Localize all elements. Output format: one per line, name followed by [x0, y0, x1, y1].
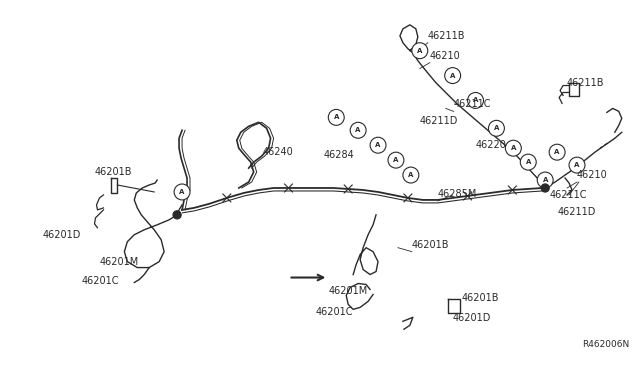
Text: 46210: 46210 [577, 170, 608, 180]
Circle shape [370, 137, 386, 153]
Circle shape [468, 93, 483, 108]
Circle shape [549, 144, 565, 160]
Circle shape [173, 211, 181, 219]
Circle shape [403, 167, 419, 183]
Text: A: A [408, 172, 413, 178]
Text: 46201D: 46201D [43, 230, 81, 240]
Text: A: A [393, 157, 399, 163]
Text: 46285M: 46285M [438, 189, 477, 199]
Text: 46211C: 46211C [454, 99, 491, 109]
Circle shape [412, 43, 428, 59]
Circle shape [174, 184, 190, 200]
Circle shape [569, 157, 585, 173]
Text: 46220: 46220 [476, 140, 506, 150]
Text: 46211D: 46211D [420, 116, 458, 126]
Text: 46201M: 46201M [328, 286, 367, 296]
Circle shape [506, 140, 522, 156]
Circle shape [520, 154, 536, 170]
Text: 46201B: 46201B [412, 240, 449, 250]
Text: 46201B: 46201B [461, 294, 499, 304]
Text: 46201C: 46201C [316, 307, 353, 317]
Text: 46201M: 46201M [99, 257, 139, 267]
Circle shape [541, 184, 549, 192]
Text: 46240: 46240 [262, 147, 293, 157]
Text: 46211B: 46211B [567, 77, 605, 87]
Text: A: A [574, 162, 580, 168]
Text: 46201B: 46201B [95, 167, 132, 177]
Text: A: A [511, 145, 516, 151]
Circle shape [488, 120, 504, 136]
Text: A: A [473, 97, 478, 103]
Text: A: A [554, 149, 560, 155]
Text: A: A [493, 125, 499, 131]
Text: 46211D: 46211D [557, 207, 595, 217]
Text: R462006N: R462006N [582, 340, 629, 349]
Text: A: A [450, 73, 455, 78]
Circle shape [388, 152, 404, 168]
Text: A: A [179, 189, 185, 195]
Text: 46201C: 46201C [81, 276, 119, 286]
Text: A: A [355, 127, 361, 133]
Text: A: A [543, 177, 548, 183]
Circle shape [350, 122, 366, 138]
Text: A: A [333, 114, 339, 121]
Text: A: A [375, 142, 381, 148]
Text: 46201D: 46201D [452, 313, 491, 323]
Circle shape [445, 68, 461, 84]
Circle shape [328, 109, 344, 125]
Text: A: A [525, 159, 531, 165]
Text: 46211C: 46211C [549, 190, 587, 200]
Text: A: A [417, 48, 422, 54]
Text: 46210: 46210 [430, 51, 461, 61]
Text: 46284: 46284 [323, 150, 354, 160]
Text: 46211B: 46211B [428, 31, 465, 41]
Circle shape [537, 172, 553, 188]
